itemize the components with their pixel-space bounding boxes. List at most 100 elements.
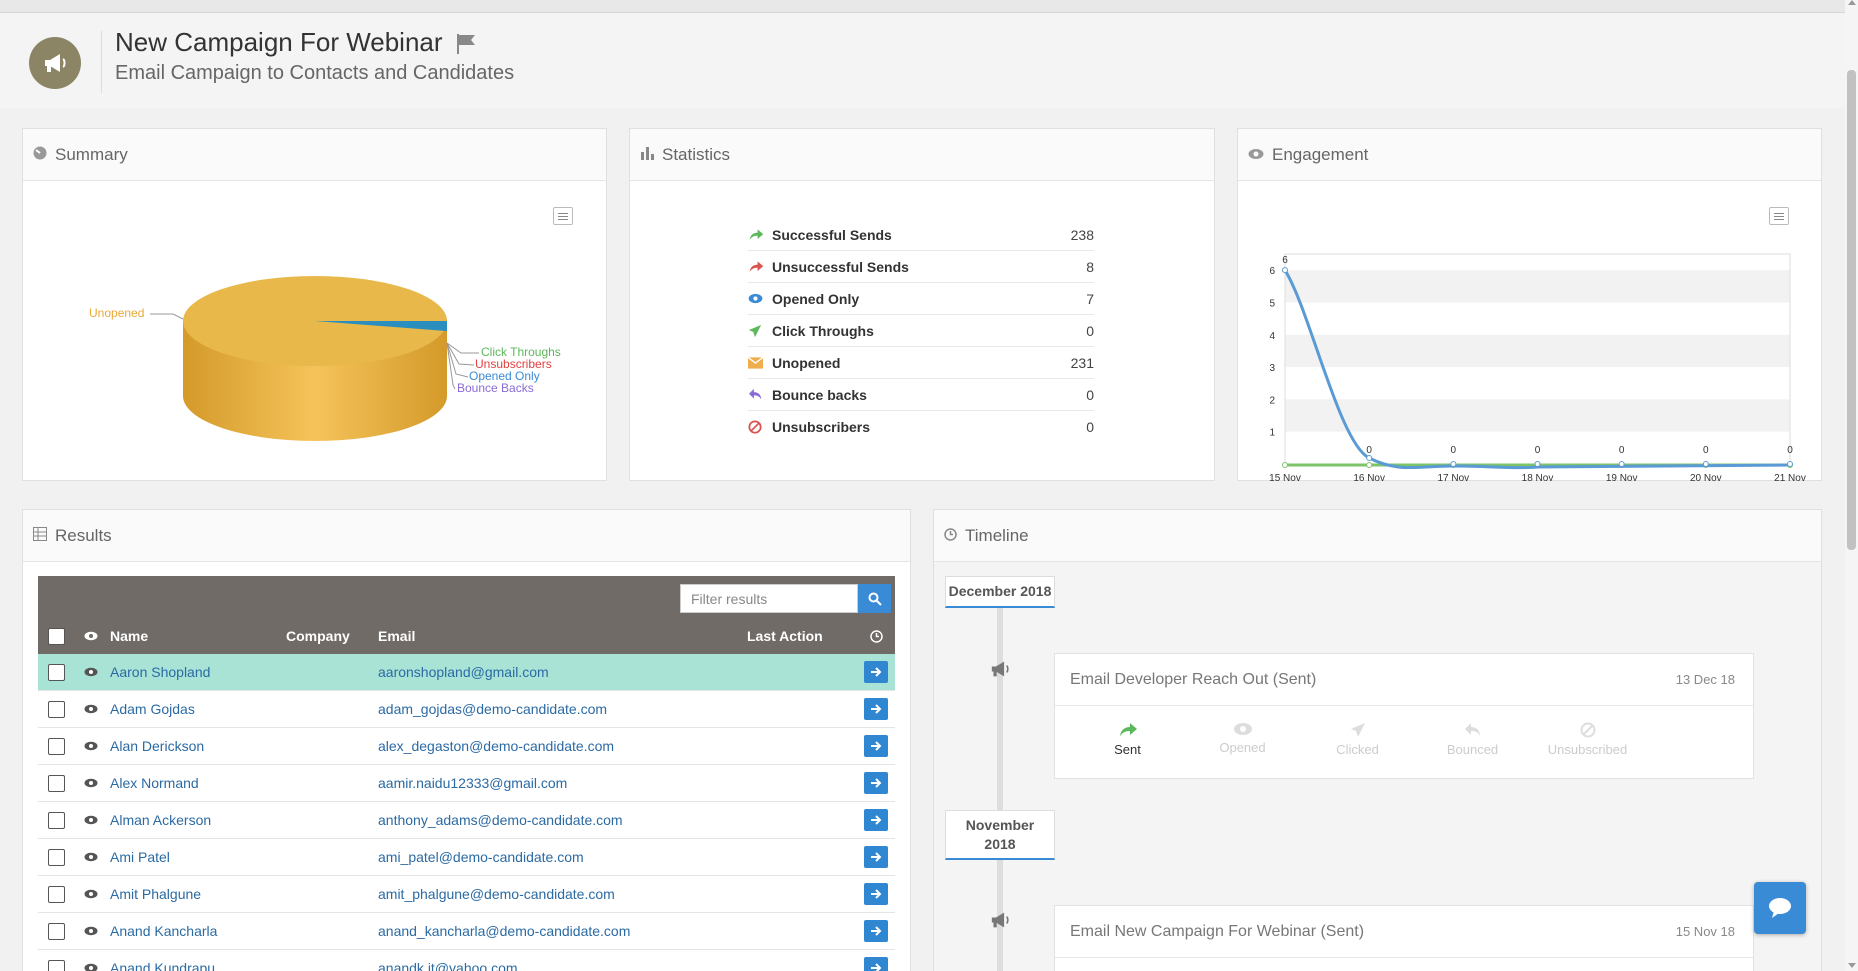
row-checkbox[interactable]: [47, 700, 65, 718]
table-row[interactable]: Ami Patel ami_patel@demo-candidate.com: [38, 839, 895, 876]
contact-email: anthony_adams@demo-candidate.com: [378, 812, 623, 828]
pie-label-opened-only: Opened Only: [469, 369, 540, 383]
column-email[interactable]: Email: [378, 628, 416, 644]
eye-icon: [84, 815, 98, 825]
step-sent: Sent: [1070, 722, 1185, 757]
reply-icon: [748, 388, 772, 401]
column-name[interactable]: Name: [110, 628, 149, 644]
megaphone-icon: [29, 37, 81, 89]
contact-name-link[interactable]: Alan Derickson: [110, 738, 205, 754]
contact-name-link[interactable]: Aaron Shopland: [110, 664, 211, 680]
table-row[interactable]: Aaron Shopland aaronshopland@gmail.com: [38, 654, 895, 691]
eye-icon: [84, 889, 98, 899]
arrow-right-icon: [871, 815, 882, 825]
timeline-month-december: December 2018: [945, 576, 1055, 608]
plot-band: [1285, 399, 1790, 432]
contact-name-link[interactable]: Anand Kancharla: [110, 923, 218, 939]
bar-chart-icon: [640, 145, 654, 165]
eye-icon: [84, 741, 98, 751]
table-row[interactable]: Amit Phalgune amit_phalgune@demo-candida…: [38, 876, 895, 913]
row-checkbox[interactable]: [47, 885, 65, 903]
view-details-button[interactable]: [864, 772, 888, 794]
summary-title: Summary: [55, 144, 128, 164]
view-details-button[interactable]: [864, 957, 888, 971]
opened-point: [1534, 461, 1541, 467]
step-bounced: Bounced: [1415, 722, 1530, 757]
row-checkbox[interactable]: [47, 848, 65, 866]
eye-icon: [1233, 723, 1252, 735]
contact-name-link[interactable]: Anand Kundrapu: [110, 960, 216, 971]
view-details-button[interactable]: [864, 698, 888, 720]
results-title: Results: [55, 525, 112, 545]
arrow-right-icon: [871, 963, 882, 971]
month-label: November: [965, 816, 1035, 833]
browser-top-bar: [0, 0, 1858, 13]
view-details-button[interactable]: [864, 883, 888, 905]
y-tick-label: 1: [1269, 428, 1275, 439]
statistics-title: Statistics: [662, 144, 731, 164]
contact-name-link[interactable]: Amit Phalgune: [110, 886, 202, 902]
summary-pie-chart: Unopened Click Throughs Unsubscribers Op…: [89, 276, 561, 441]
stat-row: Unopened 231: [748, 347, 1094, 379]
scrollbar-thumb[interactable]: [1847, 70, 1856, 550]
row-checkbox[interactable]: [47, 959, 65, 971]
row-checkbox[interactable]: [47, 737, 65, 755]
view-details-button[interactable]: [864, 920, 888, 942]
table-row[interactable]: Anand Kundrapu anandk.it@yahoo.com: [38, 950, 895, 971]
stat-label: Click Throughs: [772, 322, 874, 339]
arrow-right-icon: [1119, 723, 1137, 736]
plot-band: [1285, 270, 1790, 303]
row-checkbox[interactable]: [47, 811, 65, 829]
table-row[interactable]: Anand Kancharla anand_kancharla@demo-can…: [38, 913, 895, 950]
stat-label: Unopened: [772, 354, 841, 371]
eye-icon: [84, 778, 98, 788]
timeline-card[interactable]: Email New Campaign For Webinar (Sent) 15…: [1054, 905, 1754, 971]
vertical-scrollbar[interactable]: [1845, 0, 1858, 971]
contact-name-link[interactable]: Ami Patel: [110, 849, 170, 865]
timeline-card[interactable]: Email Developer Reach Out (Sent) 13 Dec …: [1054, 653, 1754, 779]
engagement-panel: Engagement 1 2 3 4 5 6 15 Nov 16 Nov 17 Nov 18 No…: [1237, 128, 1822, 481]
contact-name-link[interactable]: Alex Normand: [110, 775, 199, 791]
page-title: New Campaign For Webinar: [115, 27, 443, 57]
contact-email: alex_degaston@demo-candidate.com: [378, 738, 615, 754]
eye-icon: [748, 293, 772, 304]
engagement-header: Engagement: [1238, 129, 1821, 181]
table-row[interactable]: Alan Derickson alex_degaston@demo-candid…: [38, 728, 895, 765]
select-all-checkbox[interactable]: [47, 627, 65, 645]
table-row[interactable]: Alex Normand aamir.naidu12333@gmail.com: [38, 765, 895, 802]
view-details-button[interactable]: [864, 846, 888, 868]
opened-point: [1366, 455, 1373, 461]
eye-icon: [84, 926, 98, 936]
table-row[interactable]: Alman Ackerson anthony_adams@demo-candid…: [38, 802, 895, 839]
view-details-button[interactable]: [864, 735, 888, 757]
row-checkbox[interactable]: [47, 663, 65, 681]
stat-value: 0: [1086, 386, 1094, 403]
results-panel: Results Filter results Name Company Emai…: [22, 509, 911, 971]
plane-icon: [748, 324, 772, 338]
arrow-right-icon: [748, 228, 772, 242]
table-body: Aaron Shopland aaronshopland@gmail.com A…: [38, 654, 895, 971]
view-details-button[interactable]: [864, 809, 888, 831]
arrow-right-icon: [871, 889, 882, 899]
statistics-header: Statistics: [630, 129, 1214, 181]
chart-menu-icon[interactable]: [553, 207, 573, 225]
column-last-action[interactable]: Last Action: [747, 628, 823, 644]
chat-button[interactable]: [1754, 882, 1806, 934]
page-subtitle: Email Campaign to Contacts and Candidate…: [115, 62, 515, 84]
row-checkbox[interactable]: [47, 922, 65, 940]
page-header: New Campaign For Webinar Email Campaign …: [0, 13, 1845, 108]
clock-icon: [944, 526, 957, 546]
search-button[interactable]: [858, 584, 891, 613]
year-label: 2018: [984, 835, 1016, 852]
flag-icon[interactable]: [455, 33, 479, 60]
contact-name-link[interactable]: Alman Ackerson: [110, 812, 212, 828]
view-details-button[interactable]: [864, 661, 888, 683]
table-row[interactable]: Adam Gojdas adam_gojdas@demo-candidate.c…: [38, 691, 895, 728]
contact-name-link[interactable]: Adam Gojdas: [110, 701, 195, 717]
arrow-right-icon: [871, 667, 882, 677]
row-checkbox[interactable]: [47, 774, 65, 792]
filter-results-input[interactable]: Filter results: [680, 584, 858, 613]
column-company[interactable]: Company: [286, 628, 350, 644]
opened-point: [1702, 461, 1709, 467]
chart-menu-icon[interactable]: [1769, 207, 1789, 225]
